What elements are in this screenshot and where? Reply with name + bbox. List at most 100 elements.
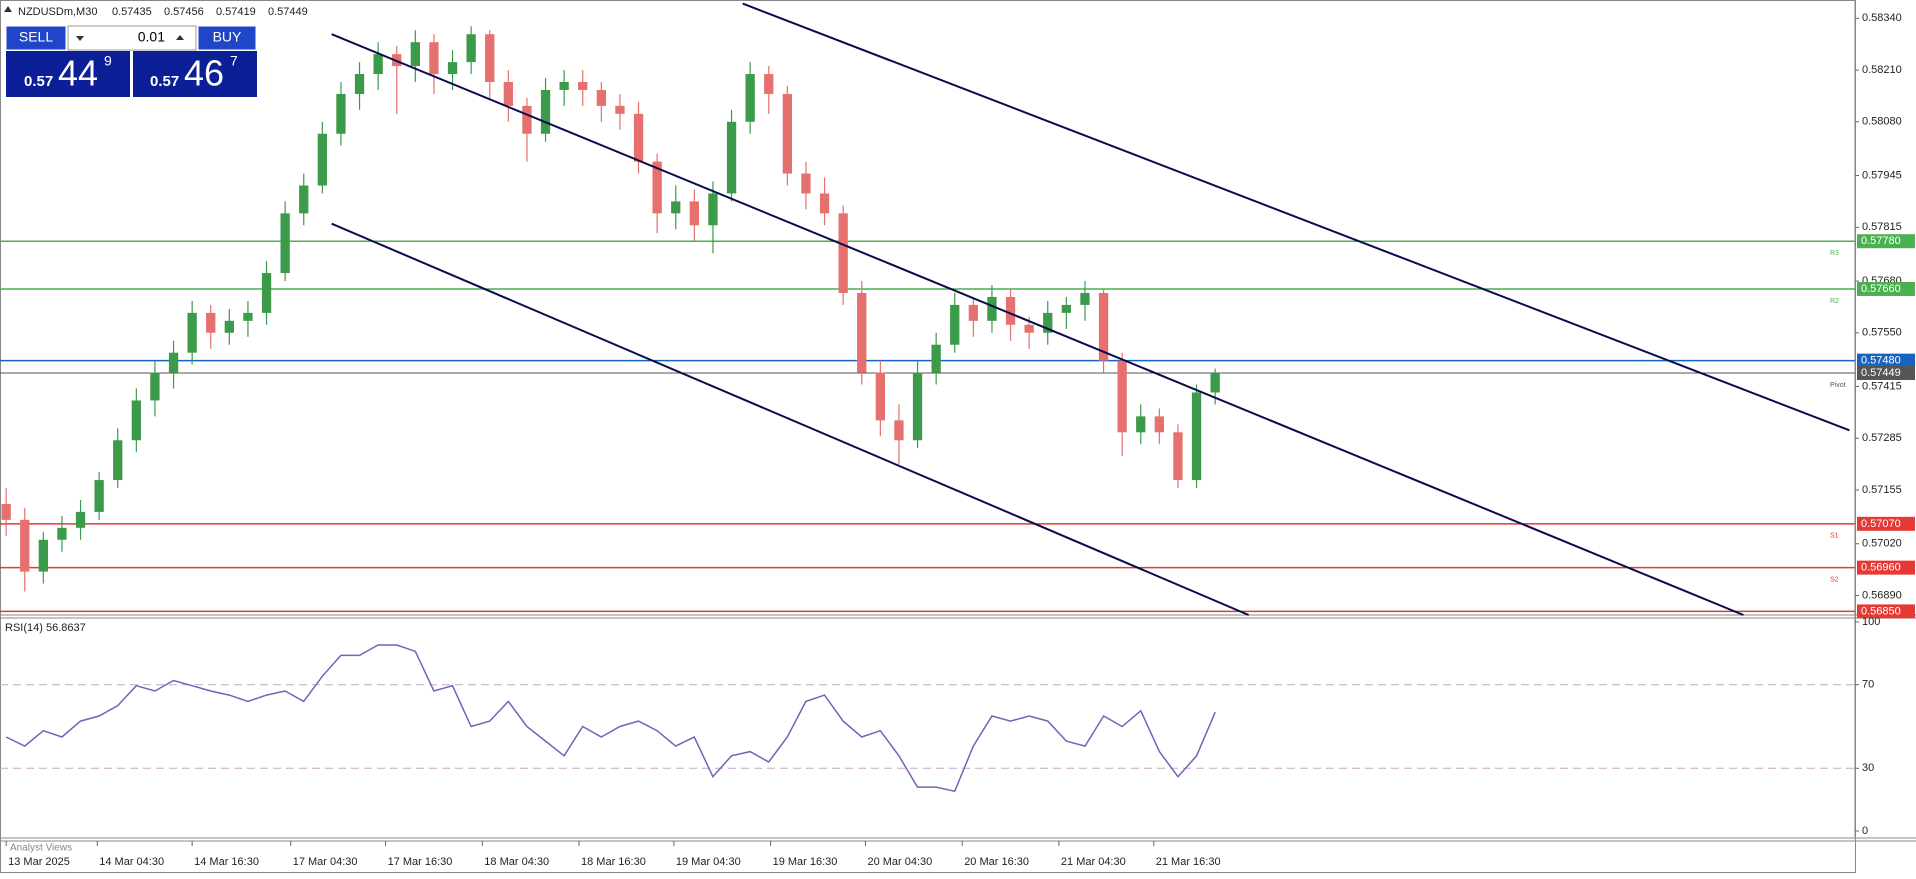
lot-up[interactable] [176, 35, 184, 40]
level-label: 0.56850 [1861, 605, 1901, 617]
candle-body [299, 185, 309, 214]
candle-body [764, 74, 774, 94]
trendline [742, 2, 1850, 432]
sell-label: SELL [19, 29, 53, 45]
candle-body [261, 273, 272, 313]
ask-big: 0.57 [150, 73, 179, 90]
candle-body [1173, 432, 1183, 481]
candle-body [1, 503, 11, 520]
y-tick-label: 0.58080 [1862, 116, 1902, 128]
candle-body [633, 113, 644, 162]
bid-pips: 44 [58, 53, 98, 94]
sell-button[interactable] [5, 25, 67, 51]
level-label: 0.57780 [1861, 235, 1901, 247]
rsi-title: RSI(14) 56.8637 [5, 622, 86, 634]
y-tick-label: 0.58210 [1862, 64, 1902, 76]
candle-body [1136, 416, 1146, 433]
candle-body [1191, 392, 1202, 481]
bid-box[interactable] [6, 51, 130, 97]
x-tick-label: 21 Mar 16:30 [1156, 856, 1221, 868]
candle-body [317, 133, 327, 186]
quote-symbol: NZDUSDm,M30 [18, 6, 97, 18]
candle-body [912, 372, 923, 441]
candle-body [1210, 372, 1220, 393]
candle-body [931, 344, 941, 373]
candle-body [894, 420, 904, 441]
level-label-box [1857, 353, 1915, 368]
ask-box[interactable] [133, 51, 257, 97]
candle-body [503, 82, 513, 106]
candle-body [57, 527, 67, 540]
candle-body [131, 400, 141, 441]
rsi-tick-label: 0 [1862, 825, 1868, 837]
candle-body [559, 82, 569, 90]
candle-body [1043, 312, 1053, 333]
x-tick-label: 19 Mar 04:30 [676, 856, 741, 868]
level-label: 0.57480 [1861, 355, 1901, 367]
candle-body [75, 511, 86, 528]
collapse-icon [4, 6, 12, 12]
level-label-box [1857, 604, 1915, 619]
x-tick-label: 18 Mar 16:30 [581, 856, 646, 868]
lot-down[interactable] [76, 36, 84, 41]
y-tick-label: 0.57415 [1862, 380, 1902, 392]
trendline [331, 222, 1250, 616]
x-tick-label: 14 Mar 04:30 [99, 856, 164, 868]
candle-body [243, 312, 253, 321]
candle-body [671, 201, 681, 214]
candle-body [466, 34, 476, 63]
candle-body [801, 173, 811, 194]
level-label-box [1857, 234, 1915, 249]
candle-body [838, 213, 848, 293]
footer: Analyst Views [10, 843, 72, 854]
level-name: S1 [1830, 533, 1839, 540]
quote-low: 0.57419 [216, 6, 256, 18]
rsi-tick-label: 30 [1862, 762, 1874, 774]
quote-open: 0.57435 [112, 6, 152, 18]
candle-body [950, 304, 960, 345]
y-tick-label: 0.57285 [1862, 432, 1902, 444]
candle-body [819, 193, 830, 214]
level-label: 0.57660 [1861, 283, 1901, 295]
level-label-box [1857, 365, 1915, 380]
candle-body [1098, 292, 1109, 361]
x-tick-label: 18 Mar 04:30 [484, 856, 549, 868]
y-tick-label: 0.57550 [1862, 327, 1902, 339]
level-label-box [1857, 560, 1915, 575]
trendline [331, 33, 1744, 616]
candle-body [1080, 292, 1090, 305]
candle-body [168, 352, 179, 373]
x-tick-label: 17 Mar 16:30 [388, 856, 453, 868]
y-tick-label: 0.56890 [1862, 589, 1902, 601]
candle-body [689, 201, 699, 226]
candle-body [113, 440, 123, 481]
candle-body [410, 42, 420, 67]
x-tick-label: 19 Mar 16:30 [773, 856, 838, 868]
candle-body [1154, 416, 1165, 433]
ask-pips: 46 [184, 53, 224, 94]
lot-value: 0.01 [138, 29, 165, 45]
lot-input[interactable] [67, 25, 197, 51]
candle-body [968, 304, 978, 321]
candle-body [38, 539, 48, 572]
trade-panel: SELL 0.01 BUY 0.57 44 9 0.57 46 7 [5, 25, 257, 97]
candle-body [206, 312, 216, 333]
x-tick-label: 14 Mar 16:30 [194, 856, 259, 868]
rsi-line [5, 644, 1216, 793]
level-label: 0.57449 [1861, 367, 1901, 379]
y-tick-label: 0.57155 [1862, 484, 1902, 496]
y-tick-label: 0.57945 [1862, 169, 1902, 181]
candle-body [652, 161, 662, 214]
candle-body [485, 34, 495, 82]
candle-body [429, 42, 439, 75]
x-tick-label: 13 Mar 2025 [8, 856, 70, 868]
buy-button[interactable] [197, 25, 257, 51]
candle-body [280, 213, 290, 274]
candle-body [522, 105, 532, 134]
frame [0, 0, 1856, 873]
buy-label: BUY [213, 29, 242, 45]
ask-point: 7 [230, 53, 238, 69]
rsi-tick-label: 70 [1862, 679, 1874, 691]
